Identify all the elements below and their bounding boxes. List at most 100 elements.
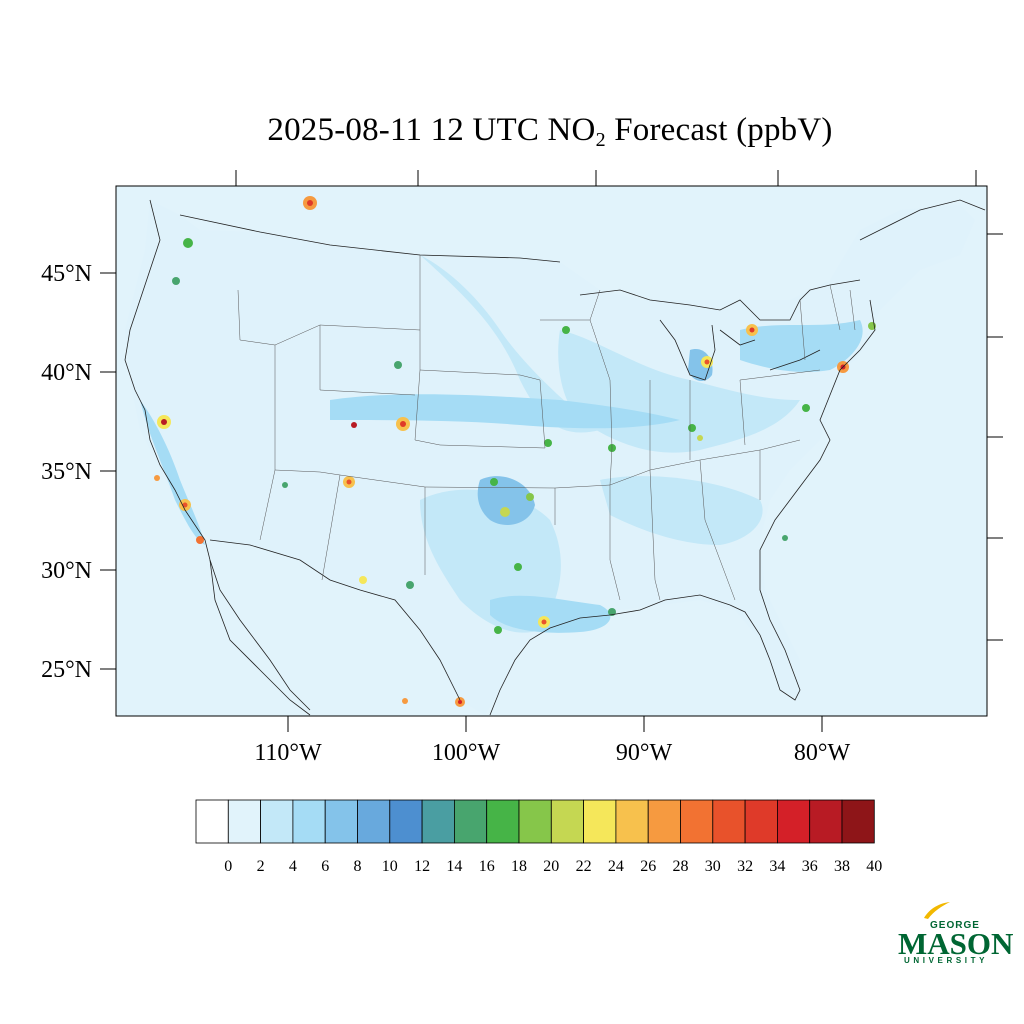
lat-labels: 45°N 40°N 35°N 30°N 25°N: [41, 261, 92, 683]
colorbar-box: [389, 799, 423, 844]
colorbar-box: [583, 799, 617, 844]
hotspot-wyoming: [394, 361, 402, 369]
left-ticks: [100, 272, 116, 670]
right-ticks: [987, 233, 1003, 641]
coastline-mexico: [209, 559, 311, 716]
colorbar-label: 28: [673, 858, 689, 875]
hotspot-detroit-core: [749, 327, 755, 333]
gmu-logo: GEORGE MASON UNIVERSITY: [896, 900, 1013, 970]
hotspot-indy: [688, 424, 696, 432]
hotspot-torreon: [402, 698, 408, 704]
hotspot-vegas: [154, 475, 160, 481]
lat-label: 25°N: [41, 657, 92, 683]
colorbar-label: 40: [866, 858, 882, 875]
plume-southeast: [600, 476, 763, 545]
hotspot-seattle: [183, 238, 193, 248]
colorbar-box: [680, 799, 714, 844]
hotspot-chihuahua: [406, 581, 414, 589]
colorbar-box: [712, 799, 746, 844]
hotspot-sanantonio: [494, 626, 502, 634]
colorbar-box: [518, 799, 552, 844]
colorbar-box: [777, 799, 811, 844]
colorbar-label: 4: [289, 858, 297, 875]
hotspot-denver-core: [400, 421, 406, 427]
colorbar-label: 22: [576, 858, 592, 875]
colorbar-label: 6: [321, 858, 329, 875]
colorbar-box: [227, 799, 262, 844]
hotspot-phoenix: [282, 482, 288, 488]
colorbar-box: [421, 799, 455, 844]
colorbar-label: 8: [354, 858, 362, 875]
hotspot-calgary-core: [307, 200, 313, 206]
hotspot-dallas: [500, 507, 510, 517]
hotspot-louisville: [697, 435, 703, 441]
state-lines: [237, 255, 856, 601]
top-ticks: [235, 170, 977, 186]
boundaries: [124, 199, 986, 716]
plume-northeast: [740, 320, 863, 372]
lat-label: 45°N: [41, 261, 92, 287]
title-suffix: Forecast (ppbV): [605, 112, 833, 148]
colorbar-box: [744, 799, 778, 844]
logo-line1: GEORGE: [930, 920, 980, 931]
colorbar-labels: 0 2 4 6 8 10 12 14 16 18 20 22 24 26 28 30 32 34 36 38 40: [224, 858, 882, 875]
colorbar-box: [486, 799, 520, 844]
colorbar-box: [615, 799, 649, 844]
colorbar-label: 16: [479, 858, 495, 875]
hotspot-houston-core: [541, 619, 547, 625]
lat-label: 30°N: [41, 558, 92, 584]
hotspot-chicago-core: [704, 359, 710, 365]
coastline-gulf: [489, 594, 731, 716]
colorbar-label: 36: [802, 858, 818, 875]
colorbar-label: 20: [543, 858, 559, 875]
colorbar-box: [809, 799, 843, 844]
lon-label: 110°W: [254, 740, 322, 766]
lat-label: 35°N: [41, 459, 92, 485]
lon-label: 100°W: [432, 740, 501, 766]
coastline-west: [124, 199, 311, 711]
colorbar: [195, 799, 875, 844]
map-title: 2025-08-11 12 UTC NO2 Forecast (ppbV): [0, 112, 1024, 152]
colorbar-box: [260, 799, 294, 844]
lon-label: 90°W: [616, 740, 673, 766]
colorbar-label: 2: [257, 858, 265, 875]
hotspot-slc: [351, 422, 357, 428]
colorbar-box: [550, 799, 584, 844]
colorbar-box: [453, 799, 488, 844]
logo-line2: MASON: [898, 926, 1014, 961]
hotspot-tulsa: [526, 493, 534, 501]
colorbar-label: 38: [834, 858, 850, 875]
colorbar-label: 18: [511, 858, 527, 875]
hotspot-dc: [802, 404, 810, 412]
hotspots: [154, 196, 876, 707]
bottom-ticks: [287, 716, 823, 732]
hotspot-kc: [544, 439, 552, 447]
border-canada: [179, 214, 561, 263]
no2-field: [125, 196, 975, 715]
hotspot-la-core: [182, 502, 188, 508]
map-frame: [115, 185, 988, 717]
hotspot-austin: [514, 563, 522, 571]
colorbar-label: 30: [705, 858, 721, 875]
hotspot-monterrey-core: [458, 700, 462, 704]
colorbar-label: 14: [446, 858, 462, 875]
colorbar-label: 24: [608, 858, 624, 875]
coastline-east: [729, 199, 986, 701]
colorbar-box: [292, 799, 326, 844]
great-lakes: [579, 279, 861, 381]
lat-label: 40°N: [41, 360, 92, 386]
hotspot-portland: [172, 277, 180, 285]
swoosh-icon: [924, 902, 950, 919]
lon-label: 80°W: [794, 740, 851, 766]
border-mexico: [209, 539, 461, 701]
lon-labels: 110°W 100°W 90°W 80°W: [254, 740, 850, 766]
colorbar-box: [647, 799, 681, 844]
plume-dfw: [477, 476, 535, 525]
hotspot-elpaso: [359, 576, 367, 584]
hotspot-abq-core: [346, 479, 352, 485]
colorbar-label: 32: [737, 858, 753, 875]
colorbar-box: [841, 799, 875, 844]
plume-plains: [420, 255, 600, 433]
title-prefix: 2025-08-11 12 UTC NO: [267, 112, 596, 148]
